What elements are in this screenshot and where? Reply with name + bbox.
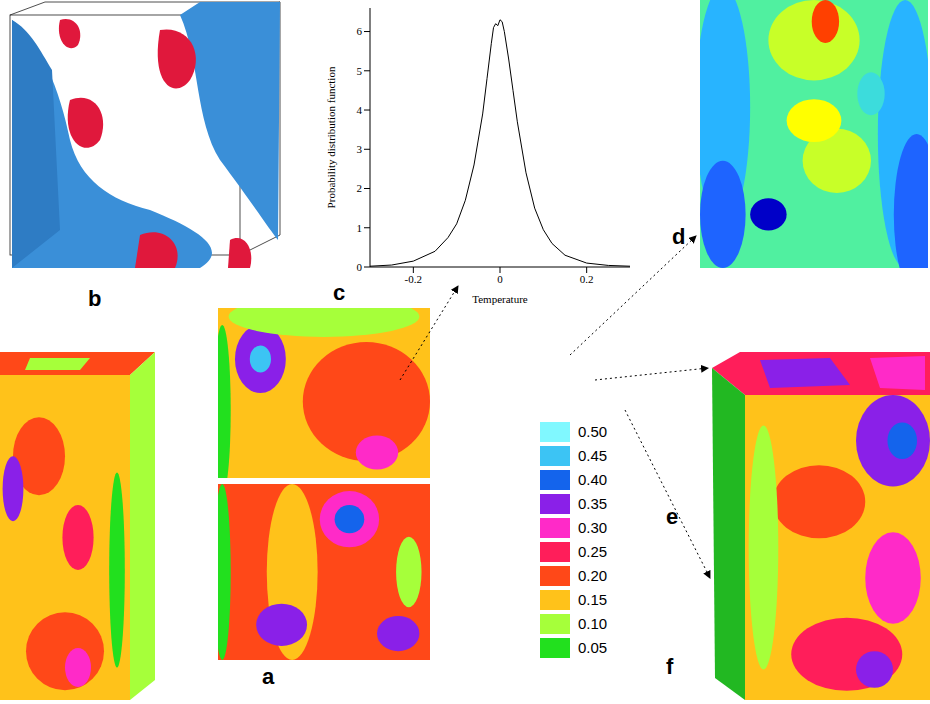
svg-text:1: 1 [357,222,363,234]
svg-text:a: a [262,664,275,689]
svg-text:5: 5 [357,65,363,77]
svg-text:e: e [666,504,678,529]
svg-text:0.45: 0.45 [578,447,607,464]
svg-text:d: d [672,224,685,249]
svg-text:Probability distribution funct: Probability distribution function [325,66,337,208]
svg-text:Temperature: Temperature [472,293,528,305]
html-text:c: c [333,280,346,305]
svg-text:0.40: 0.40 [578,471,607,488]
svg-text:0.05: 0.05 [578,639,607,656]
svg-text:4: 4 [357,104,363,116]
svg-text:f: f [666,654,674,679]
svg-text:0: 0 [497,273,503,285]
svg-text:0.20: 0.20 [578,567,607,584]
svg-text:0.25: 0.25 [578,543,607,560]
svg-text:b: b [88,286,101,311]
svg-text:0.50: 0.50 [578,423,607,440]
svg-text:0.30: 0.30 [578,519,607,536]
svg-text:0.35: 0.35 [578,495,607,512]
svg-text:2: 2 [357,182,363,194]
svg-text:0: 0 [357,261,363,273]
svg-text:0.2: 0.2 [580,273,594,285]
svg-text:0.10: 0.10 [578,615,607,632]
svg-text:0.15: 0.15 [578,591,607,608]
svg-text:6: 6 [357,25,363,37]
svg-text:3: 3 [357,143,363,155]
svg-text:-0.2: -0.2 [405,273,422,285]
